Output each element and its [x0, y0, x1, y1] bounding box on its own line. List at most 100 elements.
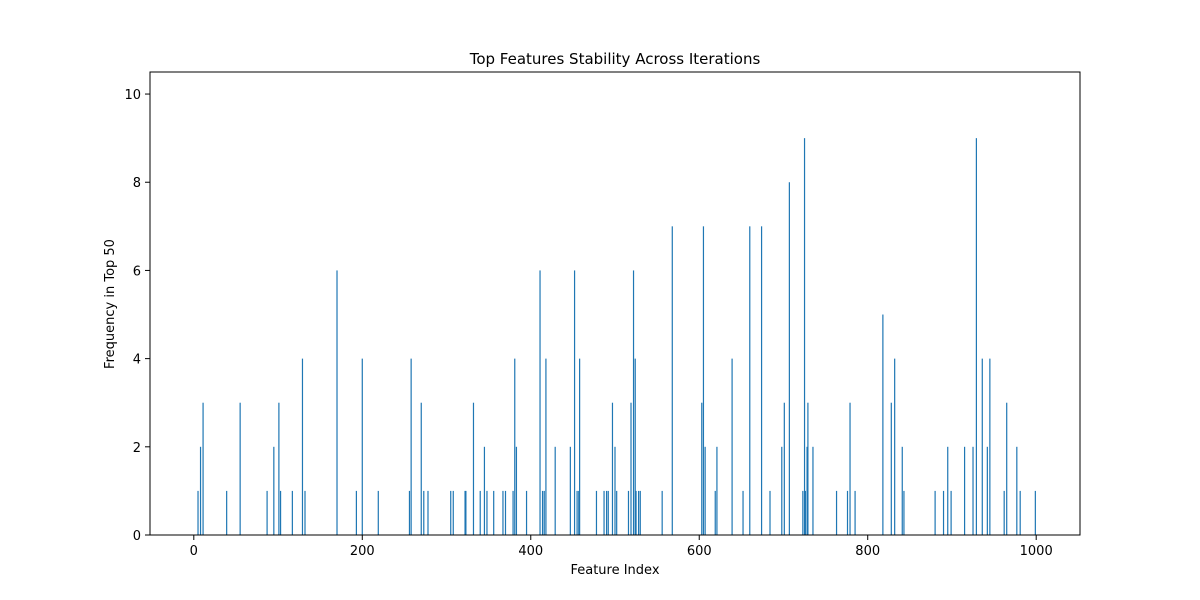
- bar: [427, 490, 429, 535]
- bar: [716, 446, 718, 535]
- bar: [975, 138, 977, 535]
- bar: [199, 446, 202, 535]
- bar: [714, 490, 716, 535]
- bar: [807, 402, 809, 535]
- bar: [661, 490, 663, 535]
- bar: [569, 446, 571, 535]
- bar: [493, 490, 495, 535]
- x-tick-label: 800: [855, 544, 880, 559]
- bar: [704, 446, 706, 535]
- bar: [882, 314, 884, 535]
- y-axis-label: Frequency in Top 50: [103, 239, 118, 369]
- bar: [479, 490, 481, 535]
- bar: [472, 402, 475, 535]
- bar: [812, 446, 814, 535]
- bar: [579, 358, 581, 535]
- x-axis-ticks: 0 200 400 600 800 1000: [190, 535, 1053, 559]
- bar: [515, 446, 518, 535]
- bar: [420, 402, 422, 535]
- bar: [377, 490, 379, 535]
- bar: [502, 490, 504, 535]
- bar: [512, 490, 514, 535]
- bar: [894, 358, 896, 535]
- bar: [947, 446, 949, 535]
- bar: [304, 490, 306, 535]
- bar: [452, 490, 454, 535]
- bar: [731, 358, 733, 535]
- bar: [301, 358, 304, 535]
- bar: [788, 182, 790, 536]
- bar: [278, 402, 280, 535]
- bar: [607, 490, 609, 535]
- bar: [486, 490, 488, 535]
- bar: [465, 490, 467, 535]
- bar: [934, 490, 936, 535]
- bar: [989, 358, 991, 535]
- bar: [804, 490, 806, 535]
- bar: [783, 402, 785, 535]
- bar: [355, 490, 357, 535]
- bar: [614, 446, 616, 535]
- bar: [806, 446, 808, 535]
- bar: [410, 358, 412, 535]
- bar: [408, 490, 411, 535]
- bar: [942, 490, 945, 535]
- x-tick-label: 400: [518, 544, 543, 559]
- bar: [671, 226, 673, 535]
- bar: [1019, 490, 1021, 535]
- bar: [616, 490, 618, 535]
- y-tick-label: 0: [133, 529, 141, 544]
- bar: [603, 490, 605, 535]
- bar: [605, 490, 608, 535]
- bar: [634, 358, 636, 535]
- plot-frame: [149, 71, 1081, 536]
- bar: [972, 446, 974, 535]
- bar: [541, 490, 544, 535]
- bar: [423, 490, 425, 535]
- bar: [595, 490, 598, 535]
- bar: [279, 490, 282, 535]
- bar: [514, 358, 516, 535]
- bar: [576, 490, 578, 535]
- bar: [1003, 490, 1005, 535]
- bar: [901, 446, 903, 535]
- x-tick-label: 200: [350, 544, 375, 559]
- y-tick-label: 6: [133, 264, 141, 279]
- bar: [450, 490, 452, 535]
- chart-title: Top Features Stability Across Iterations: [469, 50, 761, 68]
- bar: [1006, 402, 1008, 535]
- bar: [637, 490, 640, 535]
- bar: [464, 490, 466, 535]
- bar: [981, 358, 983, 535]
- bar: [903, 490, 905, 535]
- bar: [835, 490, 838, 535]
- bar: [1016, 446, 1018, 535]
- bar: [849, 402, 851, 535]
- x-tick-label: 0: [190, 544, 198, 559]
- bar: [336, 270, 338, 535]
- bar: [197, 490, 199, 535]
- bar: [226, 490, 228, 535]
- bar: [627, 490, 630, 535]
- y-axis-ticks: 0 2 4 6 8 10: [124, 88, 150, 544]
- bar: [846, 490, 849, 535]
- bar: [554, 446, 556, 535]
- y-tick-label: 2: [133, 441, 141, 456]
- bar: [963, 446, 966, 535]
- bar: [483, 446, 486, 535]
- bar: [611, 402, 614, 535]
- bar: [769, 490, 771, 535]
- bar: [291, 490, 293, 535]
- bar: [950, 490, 952, 535]
- bar: [539, 270, 541, 535]
- bar: [545, 358, 547, 535]
- bar: [702, 226, 705, 535]
- bar: [202, 402, 204, 535]
- bar: [986, 446, 988, 535]
- bar: [802, 490, 804, 535]
- y-tick-label: 4: [133, 353, 141, 368]
- bar: [630, 402, 632, 535]
- y-tick-label: 8: [133, 176, 141, 191]
- bar: [1034, 490, 1036, 535]
